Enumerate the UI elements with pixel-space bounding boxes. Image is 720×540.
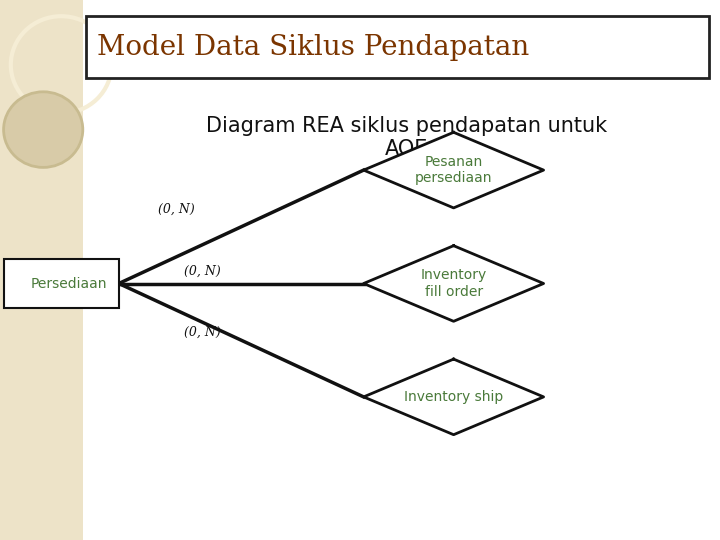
Bar xyxy=(86,16,709,78)
Bar xyxy=(4,259,119,308)
Text: (0, N): (0, N) xyxy=(158,203,195,216)
Bar xyxy=(0,0,83,540)
Text: Model Data Siklus Pendapatan: Model Data Siklus Pendapatan xyxy=(97,33,529,60)
Polygon shape xyxy=(364,246,544,321)
Polygon shape xyxy=(364,132,544,208)
Text: Diagram REA siklus pendapatan untuk
AOE: Diagram REA siklus pendapatan untuk AOE xyxy=(206,116,608,159)
Text: Inventory
fill order: Inventory fill order xyxy=(420,268,487,299)
Polygon shape xyxy=(364,359,544,435)
Ellipse shape xyxy=(4,92,83,167)
Text: Inventory ship: Inventory ship xyxy=(404,390,503,404)
Text: Persediaan: Persediaan xyxy=(30,276,107,291)
Text: Pesanan
persediaan: Pesanan persediaan xyxy=(415,155,492,185)
Text: (0, N): (0, N) xyxy=(184,265,220,278)
Text: (0, N): (0, N) xyxy=(184,326,220,339)
